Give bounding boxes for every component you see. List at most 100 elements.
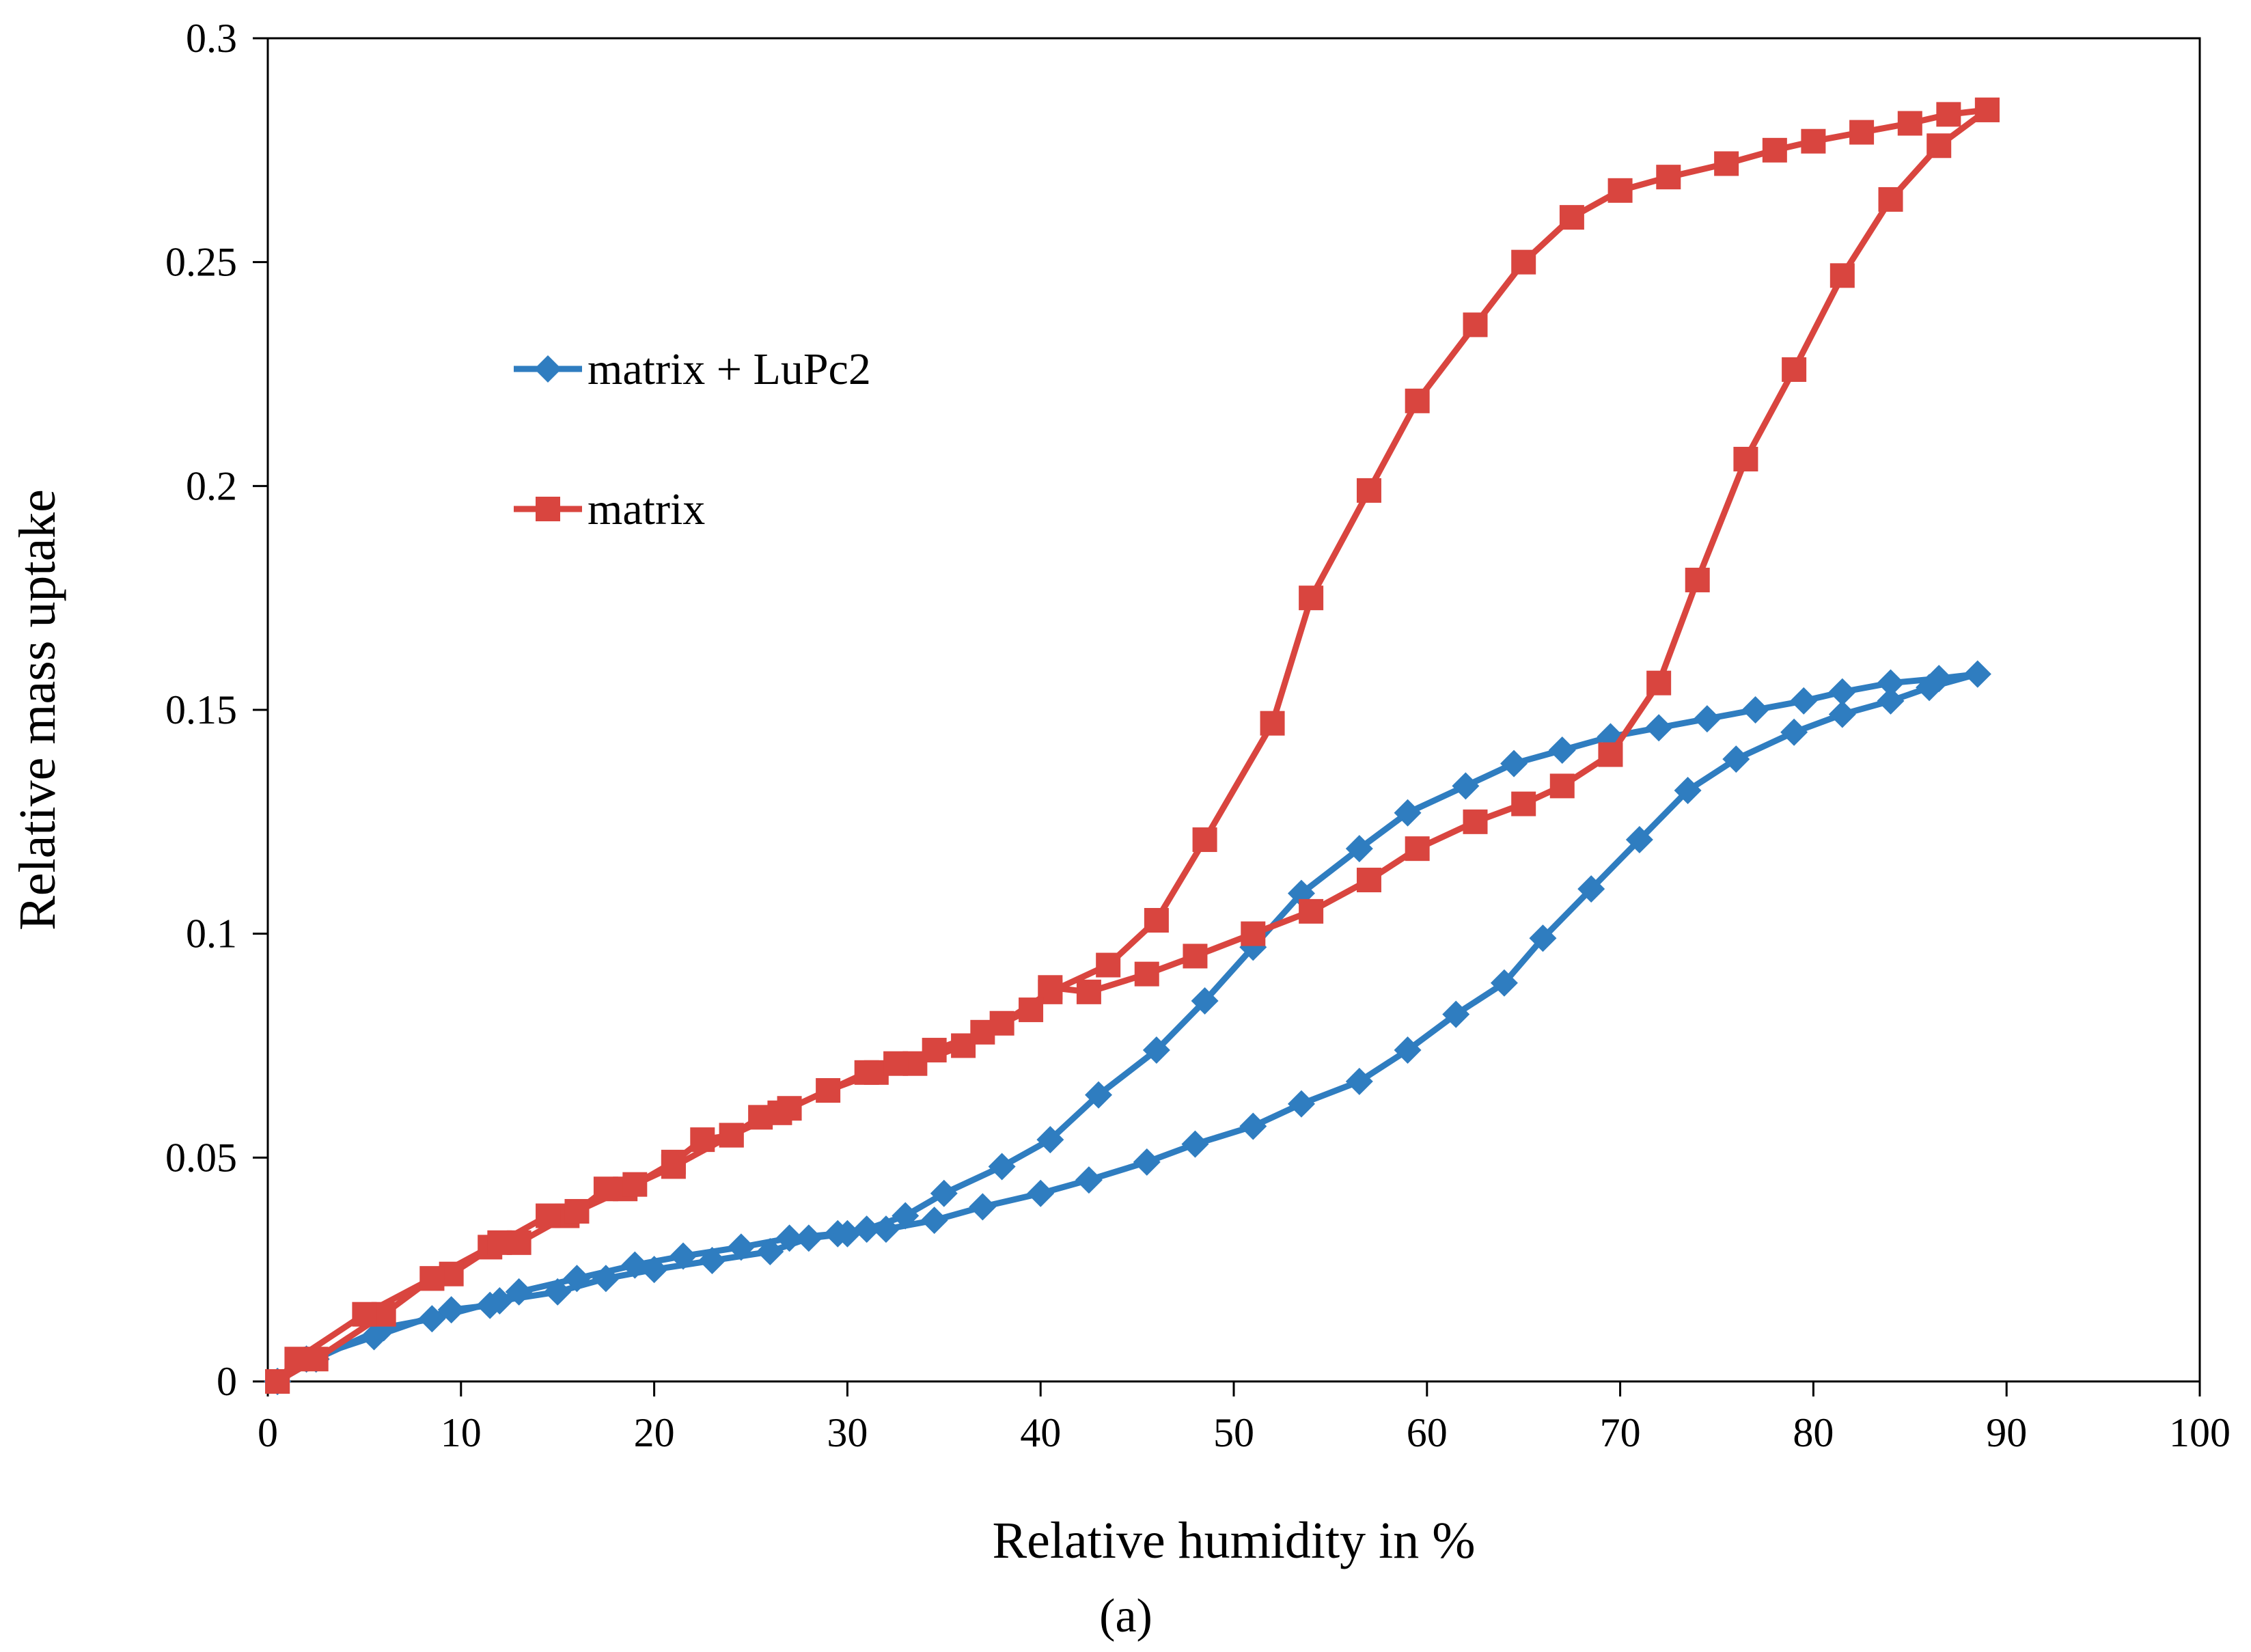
data-point-diamond bbox=[1828, 700, 1856, 728]
data-point-square bbox=[1878, 187, 1903, 212]
data-point-square bbox=[1260, 711, 1285, 736]
data-point-diamond bbox=[1577, 875, 1605, 903]
data-point-square bbox=[1405, 836, 1430, 862]
data-point-square bbox=[1733, 447, 1758, 472]
data-point-diamond bbox=[1075, 1166, 1103, 1194]
data-point-square bbox=[1405, 388, 1430, 413]
data-point-diamond bbox=[1036, 1126, 1064, 1154]
data-point-square bbox=[1598, 742, 1623, 767]
data-point-diamond bbox=[1490, 969, 1518, 997]
data-point-diamond bbox=[1345, 1067, 1373, 1095]
data-point-diamond bbox=[1645, 714, 1673, 742]
x-tick-label: 100 bbox=[2169, 1410, 2231, 1455]
data-point-square bbox=[487, 1230, 512, 1255]
x-tick-label: 40 bbox=[1020, 1410, 1061, 1455]
data-point-diamond bbox=[1780, 718, 1808, 746]
y-tick-label: 0.15 bbox=[165, 687, 237, 732]
x-tick-label: 90 bbox=[1986, 1410, 2027, 1455]
data-point-square bbox=[1829, 263, 1855, 288]
y-tick-label: 0 bbox=[217, 1359, 237, 1404]
legend-label: matrix bbox=[588, 484, 705, 534]
data-point-diamond bbox=[969, 1193, 997, 1221]
data-point-square bbox=[1801, 128, 1826, 154]
data-point-diamond bbox=[853, 1215, 881, 1243]
data-point-diamond bbox=[1442, 1000, 1470, 1028]
data-point-square bbox=[1511, 791, 1536, 816]
y-tick-label: 0.1 bbox=[186, 911, 237, 956]
x-tick-label: 70 bbox=[1600, 1410, 1641, 1455]
data-point-square bbox=[622, 1172, 648, 1197]
series-diamond bbox=[264, 660, 1991, 1395]
data-point-square bbox=[777, 1096, 802, 1121]
data-point-square bbox=[690, 1127, 715, 1153]
y-tick-label: 0.2 bbox=[186, 463, 237, 508]
data-point-diamond bbox=[534, 355, 562, 383]
data-point-diamond bbox=[1191, 987, 1219, 1015]
x-tick-label: 80 bbox=[1793, 1410, 1834, 1455]
data-point-diamond bbox=[756, 1237, 784, 1265]
data-point-square bbox=[1714, 151, 1739, 176]
series-layer bbox=[264, 97, 2000, 1395]
data-point-diamond bbox=[1394, 799, 1422, 827]
data-point-diamond bbox=[1181, 1130, 1209, 1158]
data-point-square bbox=[1646, 670, 1672, 696]
data-point-diamond bbox=[1394, 1036, 1422, 1064]
data-point-diamond bbox=[892, 1202, 920, 1230]
data-point-diamond bbox=[640, 1256, 668, 1284]
data-point-square bbox=[1299, 898, 1324, 924]
data-point-diamond bbox=[1916, 674, 1944, 702]
x-tick-label: 20 bbox=[634, 1410, 675, 1455]
data-point-diamond bbox=[1877, 669, 1905, 697]
data-point-diamond bbox=[872, 1215, 900, 1243]
data-point-diamond bbox=[795, 1224, 823, 1252]
data-point-square bbox=[1927, 133, 1952, 159]
data-point-diamond bbox=[505, 1278, 533, 1306]
data-point-diamond bbox=[1548, 736, 1576, 764]
data-point-square bbox=[854, 1060, 879, 1085]
data-point-diamond bbox=[1287, 1090, 1315, 1118]
data-point-diamond bbox=[1877, 687, 1905, 715]
data-point-diamond bbox=[920, 1207, 948, 1235]
data-point-diamond bbox=[592, 1265, 620, 1293]
data-point-square bbox=[748, 1105, 773, 1130]
legend: matrix + LuPc2 matrix bbox=[514, 344, 871, 534]
x-tick-label: 10 bbox=[441, 1410, 482, 1455]
data-point-square bbox=[1096, 952, 1121, 978]
data-point-diamond bbox=[1674, 776, 1702, 804]
data-point-square bbox=[661, 1149, 686, 1174]
data-point-square bbox=[1685, 567, 1710, 592]
data-point-square bbox=[1607, 178, 1633, 203]
data-point-square bbox=[1192, 827, 1217, 853]
data-point-diamond bbox=[1693, 705, 1721, 733]
data-point-square bbox=[1936, 102, 1961, 127]
x-axis: 0 10 20 30 40 50 60 70 80 90 100 bbox=[258, 1381, 2231, 1455]
data-point-square bbox=[265, 1369, 290, 1394]
data-point-diamond bbox=[486, 1287, 514, 1315]
plot-area-frame bbox=[266, 37, 2201, 1383]
data-point-diamond bbox=[1345, 835, 1373, 863]
data-point-diamond bbox=[1133, 1148, 1161, 1176]
data-point-diamond bbox=[1142, 1036, 1170, 1064]
x-tick-label: 30 bbox=[827, 1410, 868, 1455]
data-point-diamond bbox=[1722, 745, 1750, 773]
data-point-square bbox=[1897, 111, 1922, 136]
data-point-square bbox=[1974, 97, 2000, 122]
y-axis-title: Relative mass uptake bbox=[9, 489, 66, 931]
data-point-square bbox=[1782, 357, 1807, 382]
y-tick-label: 0.3 bbox=[186, 16, 237, 61]
x-axis-title: Relative humidity in % bbox=[992, 1512, 1475, 1569]
data-point-square bbox=[1183, 944, 1208, 969]
data-point-square bbox=[1549, 773, 1575, 799]
data-point-square bbox=[1356, 868, 1381, 893]
data-point-diamond bbox=[727, 1233, 755, 1261]
legend-item: matrix + LuPc2 bbox=[514, 344, 871, 394]
data-point-square bbox=[1241, 921, 1266, 946]
data-point-square bbox=[1299, 586, 1324, 611]
y-tick-label: 0.25 bbox=[165, 240, 237, 285]
data-point-square bbox=[1134, 961, 1159, 987]
legend-item: matrix bbox=[514, 484, 705, 534]
data-point-diamond bbox=[1085, 1081, 1113, 1109]
data-point-square bbox=[1356, 478, 1381, 503]
data-point-square bbox=[1559, 205, 1584, 230]
